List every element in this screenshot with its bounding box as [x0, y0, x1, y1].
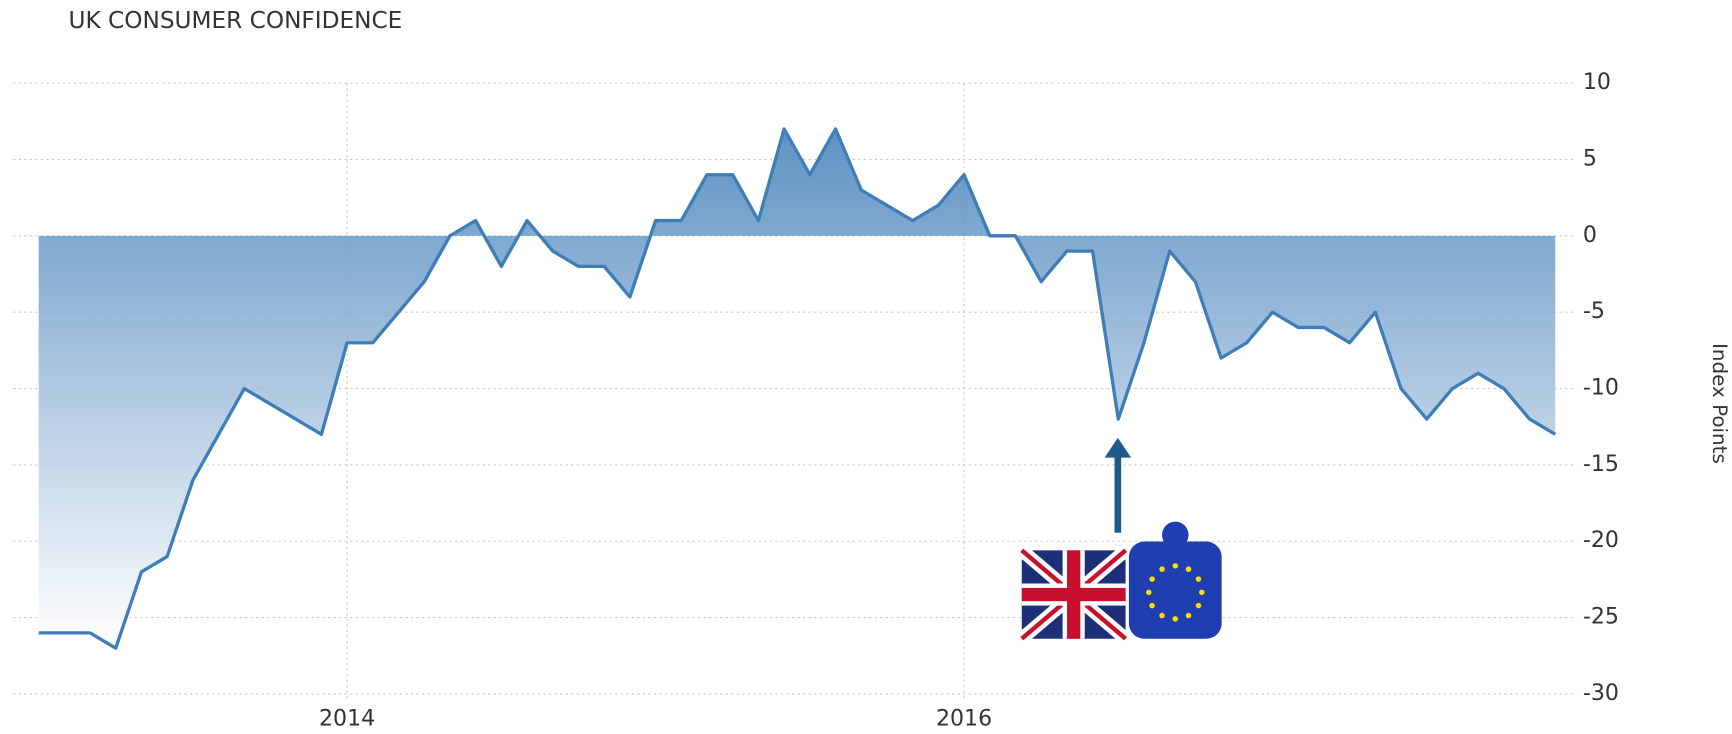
- x-tick-label: 2014: [319, 705, 375, 731]
- uk-flag-piece: [1022, 550, 1126, 638]
- page: {"chart_data": {"type": "area", "title":…: [0, 0, 1732, 734]
- annotation: [1022, 438, 1222, 639]
- y-tick-label: 10: [1583, 69, 1611, 95]
- x-tick-label: 2016: [936, 705, 992, 731]
- y-tick-label: -15: [1583, 451, 1619, 477]
- y-tick-label: -5: [1583, 298, 1605, 324]
- y-tick-label: 0: [1583, 222, 1597, 248]
- chart-title: UK CONSUMER CONFIDENCE: [68, 7, 402, 34]
- plot: -30 -25 -20 -15 -10 -5 0 5 10 2014 2016: [13, 69, 1619, 731]
- y-tick-label: 5: [1583, 145, 1597, 171]
- y-tick-label: -20: [1583, 527, 1619, 553]
- chart: UK CONSUMER CONFIDENCE -30 -25 -20 -15 -10 -5…: [0, 0, 1732, 734]
- arrow-head: [1105, 438, 1132, 458]
- y-tick-label: -30: [1583, 680, 1619, 706]
- y-tick-label: -25: [1583, 604, 1619, 630]
- eu-flag-piece: [1129, 522, 1222, 639]
- y-axis-label: Index Points: [1708, 343, 1731, 464]
- y-tick-label: -10: [1583, 375, 1619, 401]
